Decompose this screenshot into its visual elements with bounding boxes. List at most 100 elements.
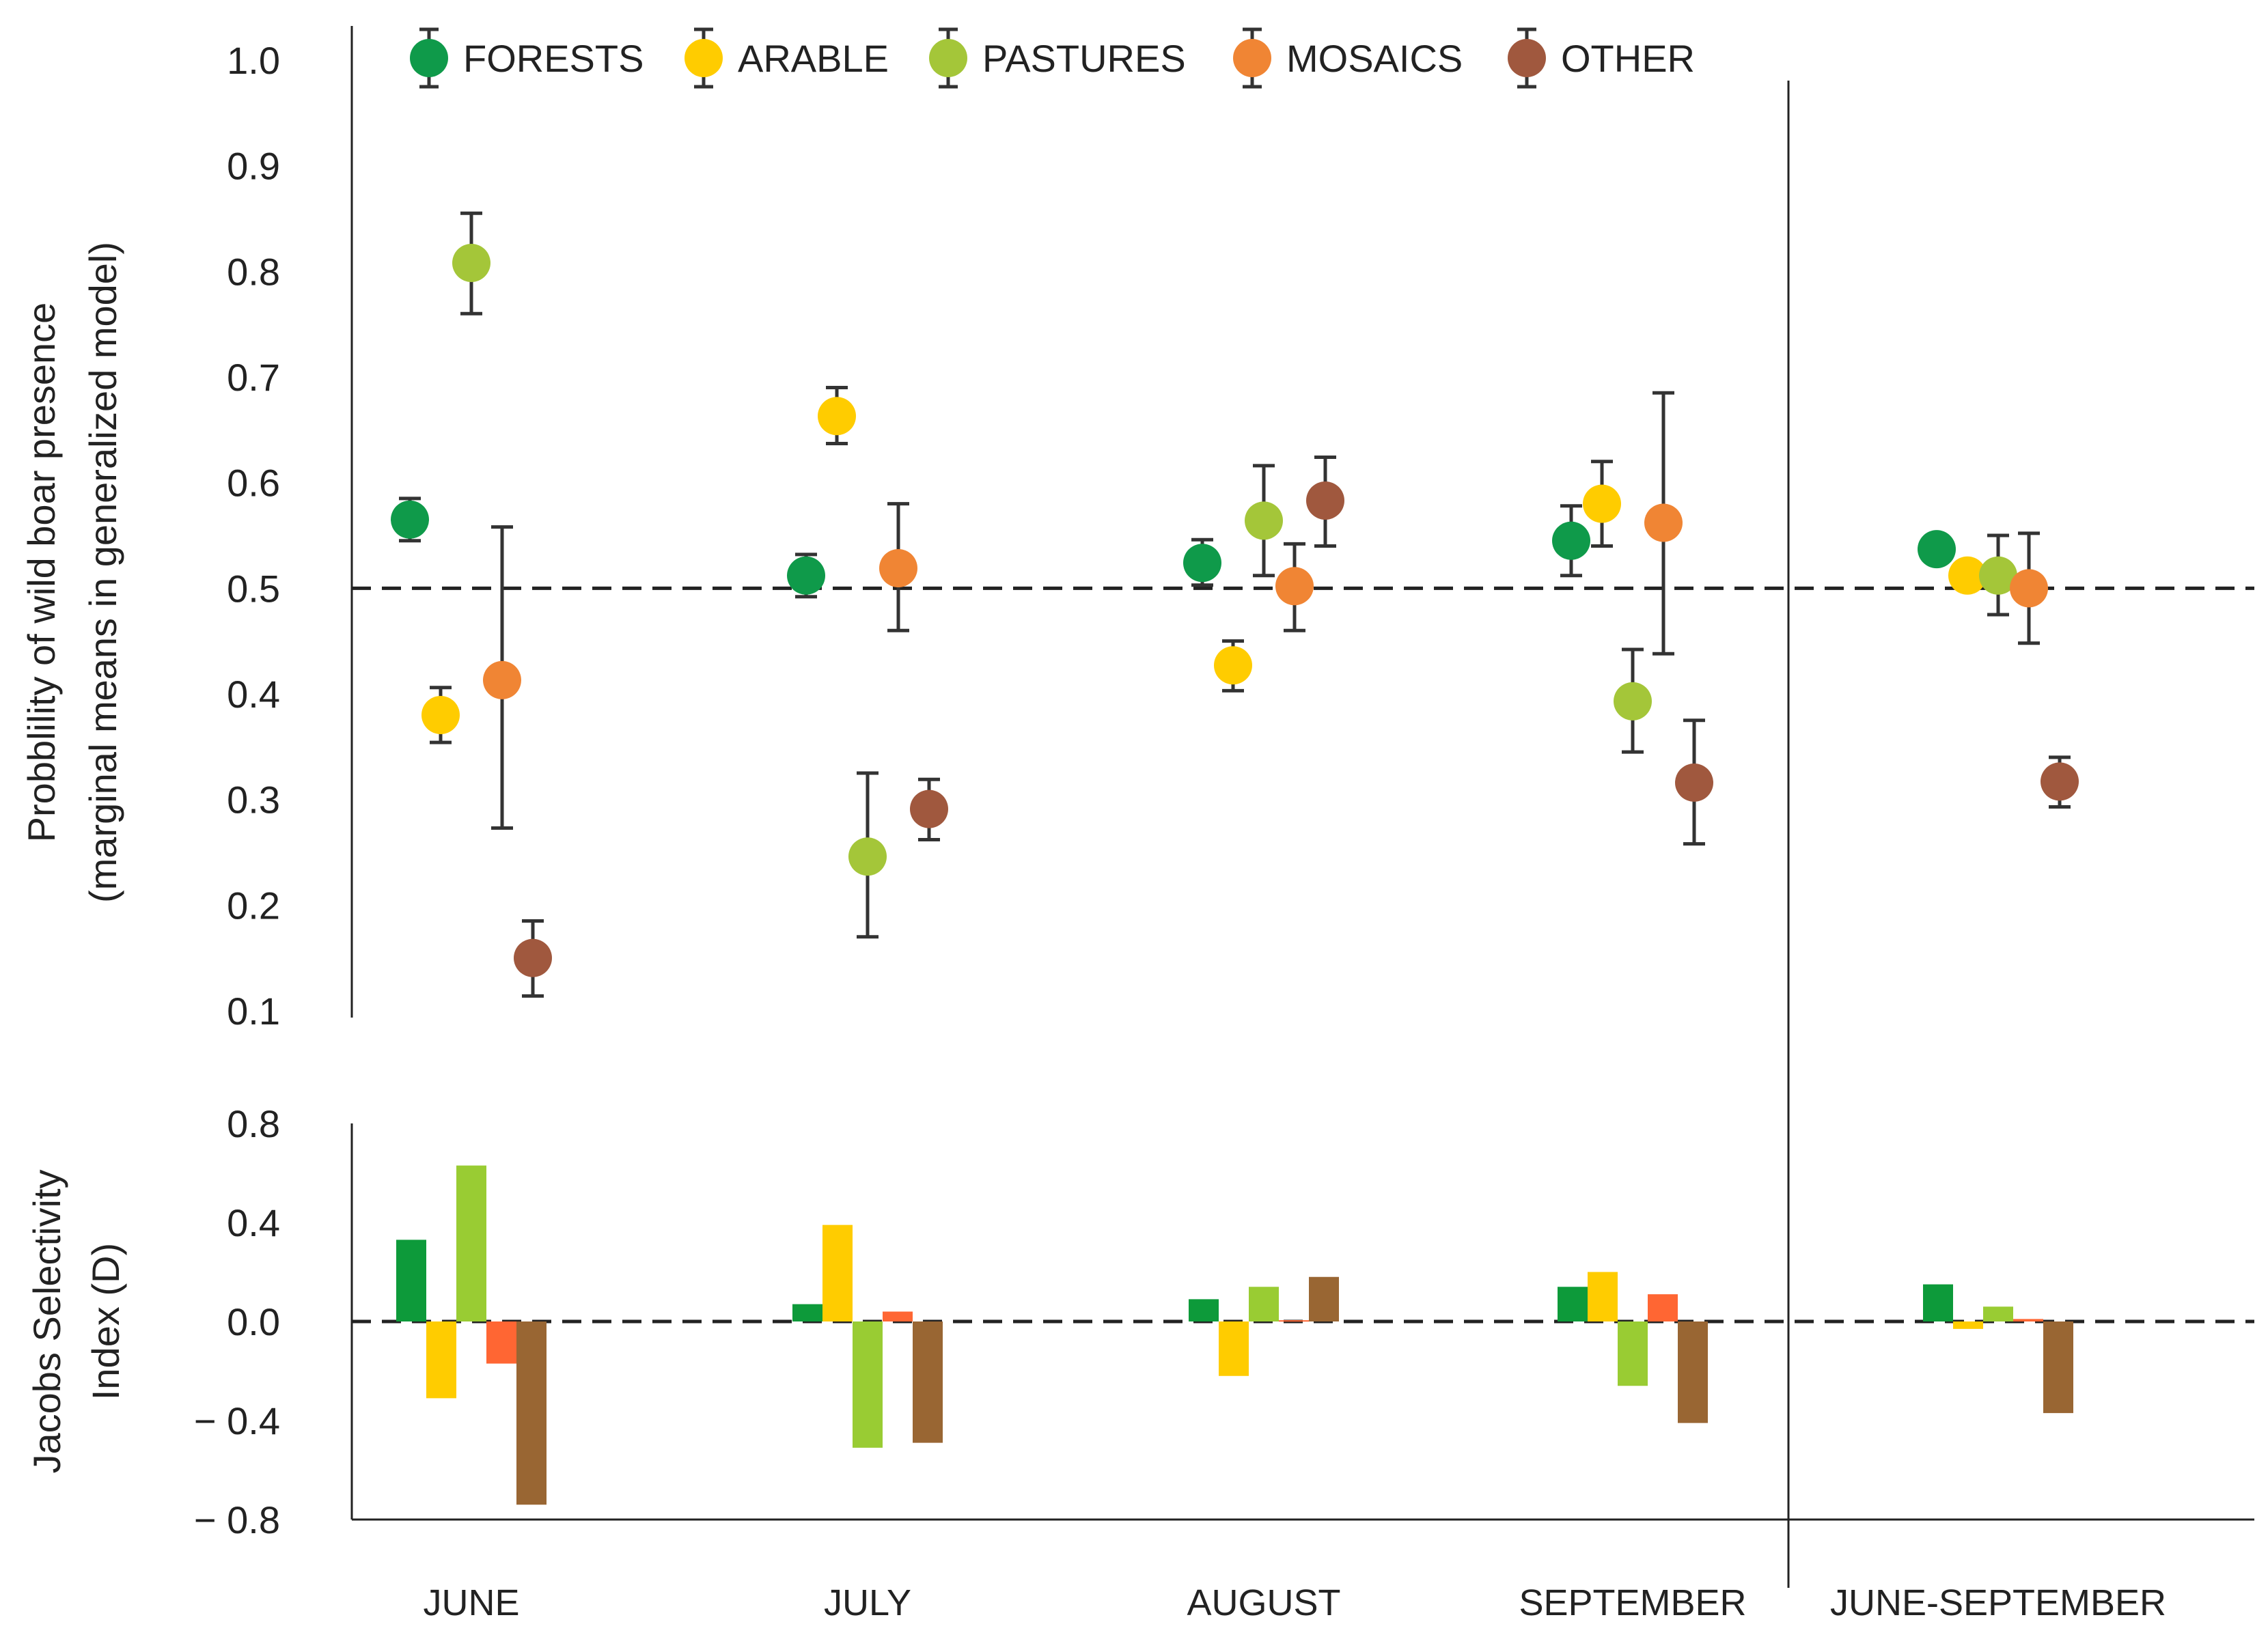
bottom-y-tick-label: 0.8 <box>227 1102 280 1145</box>
point-marker <box>2010 569 2048 608</box>
point-marker <box>1948 556 1987 595</box>
point-marker <box>818 397 856 436</box>
point-marker <box>910 789 948 828</box>
legend-item-other: OTHER <box>1508 27 1695 89</box>
top-y-tick-label: 0.8 <box>227 250 280 293</box>
point-other-august <box>1306 456 1344 548</box>
legend-marker <box>1233 39 1271 77</box>
top-y-tick-label: 0.2 <box>227 884 280 927</box>
point-marker <box>1583 484 1621 523</box>
point-marker <box>848 837 887 876</box>
point-pastures-july <box>848 771 887 939</box>
bar-mosaics-august <box>1279 1320 1309 1322</box>
point-marker <box>787 556 825 595</box>
point-marker <box>1644 503 1683 542</box>
point-marker <box>1183 544 1221 583</box>
probability-points <box>391 211 2079 998</box>
top-y-tick-label: 0.5 <box>227 567 280 610</box>
point-pastures-august <box>1245 464 1283 578</box>
point-marker <box>1245 501 1283 540</box>
point-pastures-june-september <box>1979 533 2017 617</box>
bottom-y-tick-label: − 0.4 <box>194 1399 280 1442</box>
legend-marker <box>410 39 448 77</box>
point-marker <box>1214 646 1252 685</box>
point-other-july <box>910 777 948 841</box>
point-forests-september <box>1552 504 1590 578</box>
bar-forests-july <box>792 1304 822 1321</box>
legend-label: ARABLE <box>738 37 889 80</box>
bar-forests-august <box>1189 1299 1219 1321</box>
bar-forests-june-september <box>1923 1284 1953 1321</box>
legend-label: OTHER <box>1561 37 1695 80</box>
point-arable-june <box>421 686 460 744</box>
point-other-september <box>1675 718 1713 846</box>
legend-item-arable: ARABLE <box>684 27 889 89</box>
point-marker <box>1979 556 2017 595</box>
top-y-tick-label: 1.0 <box>227 39 280 82</box>
legend-label: PASTURES <box>982 37 1186 80</box>
bottom-y-axis-title-line2: Index (D) <box>84 1243 127 1400</box>
bar-pastures-june-september <box>1983 1306 2013 1321</box>
x-label-june-september: JUNE-SEPTEMBER <box>1830 1582 2166 1623</box>
bar-mosaics-june-september <box>2013 1319 2043 1321</box>
point-forests-june-september <box>1918 530 1956 569</box>
point-mosaics-september <box>1644 391 1683 656</box>
bar-pastures-june <box>456 1165 486 1321</box>
top-y-axis-title-line1: Probblility of wild boar presence <box>20 303 63 843</box>
bar-arable-june <box>426 1321 456 1399</box>
point-mosaics-june <box>483 525 521 830</box>
point-arable-september <box>1583 460 1621 548</box>
top-y-tick-label: 0.9 <box>227 145 280 188</box>
point-forests-june <box>391 496 429 543</box>
point-other-june <box>514 919 552 998</box>
legend-label: FORESTS <box>463 37 644 80</box>
x-category-labels: JUNE JULY AUGUST SEPTEMBER JUNE-SEPTEMBER <box>423 1582 2166 1623</box>
top-y-axis-title-line2: (marginal means in generalized model) <box>81 242 124 903</box>
top-y-ticks: 1.0 0.9 0.8 0.7 0.6 0.5 0.4 0.3 0.2 0.1 <box>227 39 280 1033</box>
point-marker <box>1275 567 1314 606</box>
bar-forests-september <box>1558 1287 1588 1321</box>
legend: FORESTS ARABLE PASTURES MOSAICS OTHER <box>410 27 1695 89</box>
top-y-tick-label: 0.4 <box>227 673 280 716</box>
bottom-y-tick-label: − 0.8 <box>194 1498 280 1541</box>
point-pastures-september <box>1614 647 1652 754</box>
legend-marker <box>1508 39 1546 77</box>
top-y-tick-label: 0.6 <box>227 462 280 505</box>
point-marker <box>1552 521 1590 560</box>
bar-pastures-september <box>1618 1321 1648 1386</box>
point-arable-august <box>1214 639 1252 692</box>
point-marker <box>1306 481 1344 520</box>
bar-pastures-august <box>1249 1287 1279 1321</box>
bar-arable-june-september <box>1953 1321 1983 1329</box>
bar-other-july <box>913 1321 943 1443</box>
legend-item-forests: FORESTS <box>410 27 644 89</box>
point-marker <box>514 938 552 977</box>
bar-other-september <box>1678 1321 1708 1423</box>
point-forests-july <box>787 552 825 599</box>
point-marker <box>421 695 460 734</box>
x-label-august: AUGUST <box>1187 1582 1340 1623</box>
point-forests-august <box>1183 537 1221 587</box>
legend-item-mosaics: MOSAICS <box>1233 27 1463 89</box>
legend-marker <box>929 39 967 77</box>
legend-marker <box>684 39 723 77</box>
point-arable-july <box>818 385 856 445</box>
point-marker <box>879 548 917 587</box>
point-marker <box>483 660 521 699</box>
top-y-tick-label: 0.1 <box>227 990 280 1033</box>
bottom-y-ticks: 0.8 0.4 0.0 − 0.4 − 0.8 <box>194 1102 280 1541</box>
bar-mosaics-june <box>486 1321 516 1364</box>
bottom-y-axis-title-line1: Jacobs Selectivity <box>25 1169 68 1473</box>
probability-panel: 1.0 0.9 0.8 0.7 0.6 0.5 0.4 0.3 0.2 0.1 Probblili… <box>20 26 2254 1033</box>
point-pastures-june <box>452 211 490 316</box>
point-marker <box>452 243 490 282</box>
bar-pastures-july <box>853 1321 883 1448</box>
point-mosaics-july <box>879 502 917 632</box>
point-other-june-september <box>2041 755 2079 809</box>
x-label-july: JULY <box>824 1582 911 1623</box>
bar-other-june-september <box>2043 1321 2073 1414</box>
point-mosaics-august <box>1275 542 1314 632</box>
selectivity-panel: 0.8 0.4 0.0 − 0.4 − 0.8 Jacobs Selectivity I… <box>25 1102 2254 1541</box>
point-arable-june-september <box>1948 556 1987 595</box>
